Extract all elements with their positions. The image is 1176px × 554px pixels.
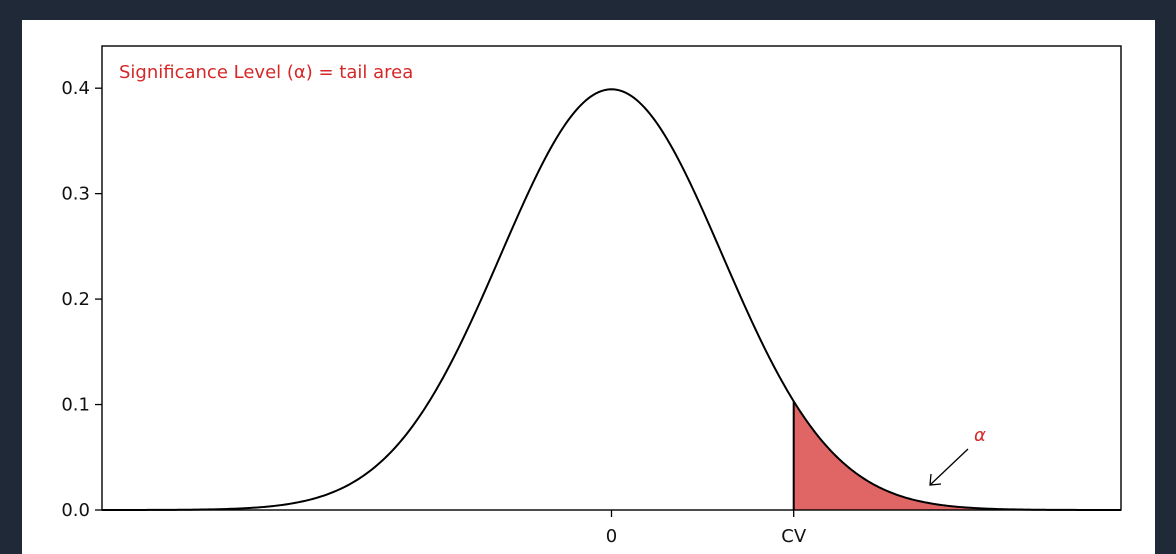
plot-area	[101, 45, 1122, 511]
y-tick-label: 0.1	[61, 395, 90, 416]
x-axis: 0 CV	[606, 510, 807, 547]
y-tick-label: 0.3	[61, 184, 90, 205]
alpha-label: α	[974, 425, 986, 446]
arrow-shaft	[929, 448, 969, 486]
alpha-arrow	[929, 448, 969, 486]
y-tick-label: 0.2	[61, 289, 90, 310]
x-tick-label: 0	[606, 526, 617, 547]
x-tick-label: CV	[781, 526, 807, 547]
alpha-tail-area	[793, 401, 1121, 510]
chart: 0.0 0.1 0.2 0.3 0.4 0 CV Significance Level (…	[61, 45, 1122, 547]
y-tick-label: 0.0	[61, 500, 90, 521]
figure-panel: 0.0 0.1 0.2 0.3 0.4 0 CV Significance Level (…	[22, 20, 1155, 554]
axes-frame	[101, 45, 1122, 511]
y-tick-label: 0.4	[61, 78, 90, 99]
y-axis: 0.0 0.1 0.2 0.3 0.4	[61, 78, 102, 521]
significance-level-annotation: Significance Level (α) = tail area	[119, 62, 413, 83]
normal-curve	[102, 88, 1121, 511]
arrow-head	[929, 473, 942, 486]
